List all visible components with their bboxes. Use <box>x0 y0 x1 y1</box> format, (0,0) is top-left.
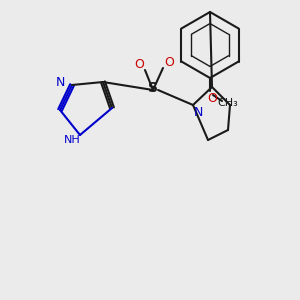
Text: O: O <box>164 56 174 68</box>
Text: S: S <box>148 81 158 95</box>
Text: N: N <box>193 106 203 119</box>
Text: O: O <box>207 92 217 104</box>
Text: CH₃: CH₃ <box>218 98 239 108</box>
Text: N: N <box>55 76 65 88</box>
Text: O: O <box>134 58 144 70</box>
Text: NH: NH <box>64 135 80 145</box>
